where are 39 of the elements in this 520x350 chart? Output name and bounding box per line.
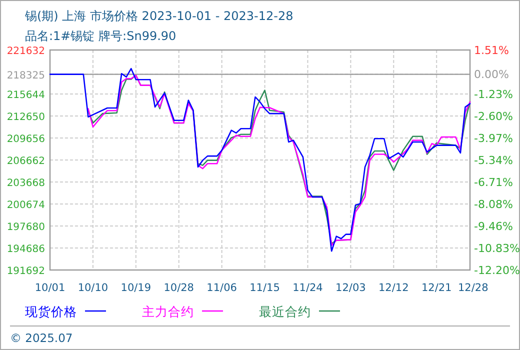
x-tick-label: 12/03	[336, 282, 366, 294]
x-tick-label: 11/15	[250, 282, 280, 294]
x-tick-label: 10/19	[120, 282, 152, 294]
chart-subtitle: 品名:1#锡锭 牌号:Sn99.90	[25, 29, 176, 43]
y-tick-label: 200674	[6, 200, 45, 211]
x-tick-label: 10/10	[78, 282, 108, 294]
y2-tick-label: 1.51%	[474, 44, 509, 57]
y-tick-label: 191692	[6, 266, 45, 277]
legend-label: 现货价格	[25, 304, 77, 319]
x-tick-label: 12/21	[421, 282, 452, 294]
y2-tick-label: -8.08%	[474, 198, 513, 211]
y2-tick-label: -10.83%	[474, 242, 520, 256]
x-tick-label: 12/28	[458, 282, 488, 294]
x-tick-label: 11/06	[206, 282, 238, 294]
y-tick-label: 203668	[6, 178, 45, 189]
y-tick-label: 215644	[6, 90, 45, 101]
y2-tick-label: -6.71%	[474, 176, 513, 189]
y2-tick-label: -12.20%	[474, 264, 520, 277]
text: © 2025.07	[10, 331, 73, 345]
y-tick-label: 209656	[6, 134, 45, 145]
x-tick-label: 12/12	[378, 282, 409, 294]
y2-tick-label: -1.23%	[474, 88, 513, 101]
y-tick-label: 206662	[6, 156, 45, 167]
legend-label: 最近合约	[259, 304, 311, 319]
y2-tick-label: -2.60%	[474, 110, 513, 123]
y-tick-label: 221632	[6, 46, 45, 57]
y2-tick-label: -3.97%	[474, 132, 513, 145]
y2-tick-label: -9.46%	[474, 220, 513, 234]
y2-tick-label: -5.34%	[474, 154, 513, 167]
y2-tick-label: 0.00%	[474, 68, 509, 82]
legend-label: 主力合约	[142, 304, 194, 319]
y-tick-label: 218325	[6, 70, 45, 82]
y-tick-label: 212650	[6, 112, 45, 123]
chart-title: 锡(期) 上海 市场价格 2023-10-01 - 2023-12-28	[24, 9, 294, 23]
x-tick-label: 10/28	[164, 282, 194, 294]
y-tick-label: 194686	[6, 244, 45, 255]
y-tick-label: 197680	[6, 222, 45, 233]
x-tick-label: 11/24	[292, 282, 324, 294]
x-tick-label: 10/01	[34, 282, 66, 294]
